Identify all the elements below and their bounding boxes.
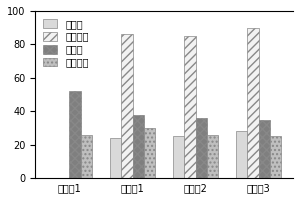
Legend: 锌品位, 锌回收率, 硫品位, 硫回收率: 锌品位, 锌回收率, 硫品位, 硫回收率 xyxy=(40,16,92,70)
Bar xyxy=(270,136,281,178)
Bar xyxy=(70,91,81,178)
Bar xyxy=(173,136,184,178)
Bar xyxy=(196,118,207,178)
Bar xyxy=(207,135,218,178)
Bar xyxy=(110,138,121,178)
Bar xyxy=(121,34,133,178)
Bar xyxy=(247,28,259,178)
Bar xyxy=(236,131,247,178)
Bar xyxy=(184,36,196,178)
Bar xyxy=(144,128,155,178)
Bar xyxy=(259,120,270,178)
Bar xyxy=(81,135,92,178)
Bar xyxy=(133,115,144,178)
